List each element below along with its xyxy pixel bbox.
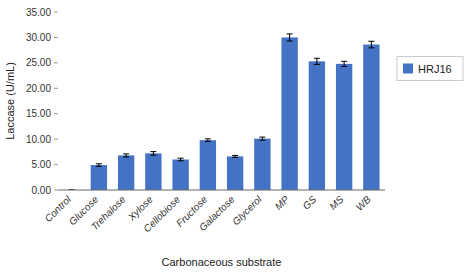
bar	[281, 37, 297, 190]
bar	[254, 139, 270, 190]
y-tick-label: 35.00	[26, 7, 51, 18]
error-line	[153, 152, 154, 156]
y-tick	[54, 88, 58, 89]
error-cap	[150, 155, 156, 156]
error-cap	[259, 140, 265, 141]
bar	[227, 156, 243, 190]
x-tick-label: Galactose	[197, 193, 237, 233]
bar	[336, 64, 352, 190]
error-bar	[150, 152, 156, 156]
bar	[200, 140, 216, 190]
x-tick-label: Glycerol	[230, 193, 264, 227]
y-tick-label: 25.00	[26, 57, 51, 68]
error-cap	[287, 33, 293, 34]
bar	[91, 165, 107, 190]
error-cap	[341, 66, 347, 67]
legend-swatch	[403, 64, 413, 74]
y-tick	[54, 37, 58, 38]
error-line	[344, 61, 345, 66]
legend-label: HRJ16	[418, 63, 452, 75]
y-tick-label: 15.00	[26, 108, 51, 119]
error-bar	[341, 61, 347, 66]
y-tick	[54, 139, 58, 140]
plot-area	[69, 34, 380, 190]
error-cap	[123, 153, 129, 154]
error-bar	[123, 154, 129, 157]
error-bar	[178, 158, 184, 161]
error-line	[371, 41, 372, 48]
error-cap	[123, 156, 129, 157]
legend: HRJ16	[397, 57, 463, 81]
y-tick	[54, 62, 58, 63]
x-tick-label: Cellobiose	[141, 193, 182, 234]
y-tick	[54, 12, 58, 13]
bar	[363, 45, 379, 190]
bar	[309, 61, 325, 190]
error-line	[289, 34, 290, 41]
bar	[118, 155, 134, 190]
x-axis	[58, 190, 385, 191]
x-tick-label: MP	[273, 193, 292, 212]
error-bar	[205, 139, 211, 142]
x-tick-label: WB	[354, 193, 373, 212]
error-cap	[232, 157, 238, 158]
legend-frame	[397, 57, 463, 81]
error-cap	[368, 47, 374, 48]
error-cap	[314, 58, 320, 59]
error-cap	[96, 163, 102, 164]
error-cap	[178, 160, 184, 161]
chart: 0.005.0010.0015.0020.0025.0030.0035.00Co…	[0, 0, 473, 274]
x-tick-label: GS	[300, 193, 318, 211]
error-cap	[341, 61, 347, 62]
x-tick-label: Trehalose	[89, 193, 128, 232]
y-tick	[54, 164, 58, 165]
y-tick	[54, 113, 58, 114]
error-cap	[178, 158, 184, 159]
bar	[172, 159, 188, 190]
error-cap	[96, 166, 102, 167]
error-cap	[368, 41, 374, 42]
y-tick-label: 5.00	[32, 159, 52, 170]
error-bar	[232, 155, 238, 157]
x-tick-label: MS	[327, 193, 346, 212]
error-bar	[314, 58, 320, 64]
error-cap	[287, 40, 293, 41]
error-bar	[368, 41, 374, 48]
error-cap	[232, 155, 238, 156]
error-bar	[259, 137, 265, 140]
error-cap	[205, 141, 211, 142]
y-tick-label: 30.00	[26, 32, 51, 43]
error-cap	[259, 137, 265, 138]
error-line	[316, 58, 317, 64]
y-axis-label: Laccase (U/mL)	[4, 62, 16, 140]
y-tick-label: 0.00	[32, 185, 52, 196]
error-cap	[150, 151, 156, 152]
error-cap	[314, 64, 320, 65]
x-axis-label: Carbonaceous substrate	[162, 256, 282, 268]
y-tick-label: 10.00	[26, 134, 51, 145]
bar	[145, 153, 161, 190]
y-tick	[54, 190, 58, 191]
error-bar	[96, 164, 102, 167]
y-tick-label: 20.00	[26, 83, 51, 94]
error-cap	[205, 138, 211, 139]
error-bar	[287, 34, 293, 41]
